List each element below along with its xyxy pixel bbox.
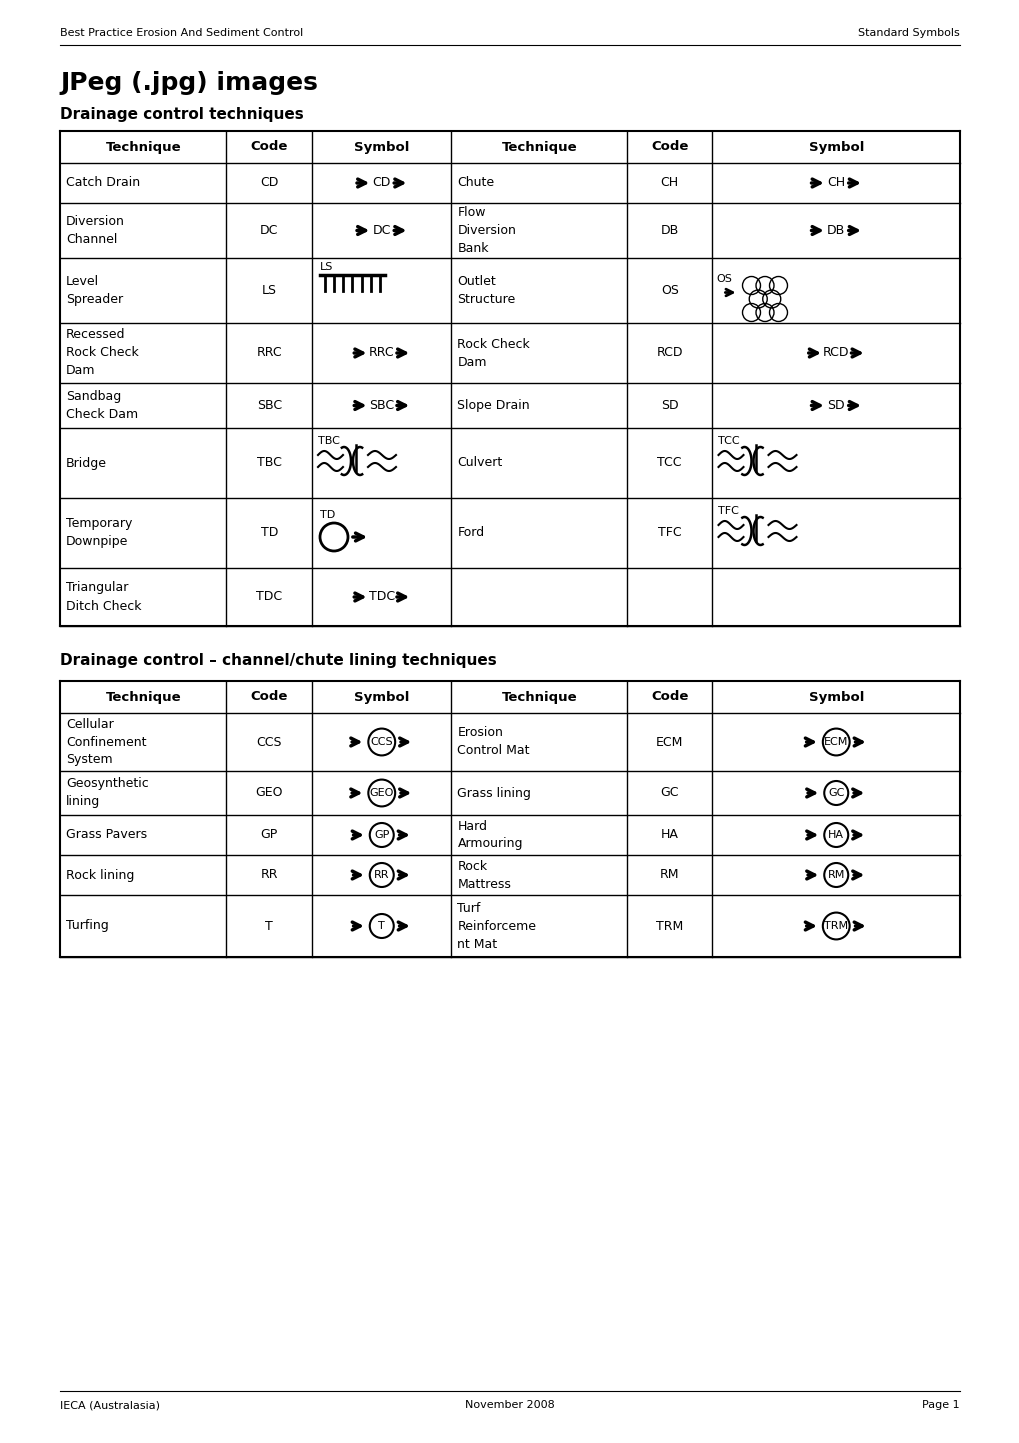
Text: RR: RR bbox=[374, 870, 389, 880]
Text: Symbol: Symbol bbox=[354, 140, 409, 153]
Text: CCS: CCS bbox=[256, 736, 281, 749]
Text: Code: Code bbox=[251, 691, 287, 704]
Text: HA: HA bbox=[827, 830, 844, 840]
Text: TFC: TFC bbox=[657, 527, 681, 540]
Text: SBC: SBC bbox=[369, 400, 394, 413]
Text: Ford: Ford bbox=[458, 527, 484, 540]
Text: GP: GP bbox=[261, 828, 277, 841]
Text: RR: RR bbox=[260, 869, 278, 882]
Text: T: T bbox=[265, 919, 273, 932]
Text: DB: DB bbox=[660, 224, 679, 237]
Text: TRM: TRM bbox=[655, 919, 683, 932]
Text: IECA (Australasia): IECA (Australasia) bbox=[60, 1400, 160, 1410]
Text: Rock
Mattress: Rock Mattress bbox=[458, 860, 511, 890]
Text: Code: Code bbox=[251, 140, 287, 153]
Text: Drainage control – channel/chute lining techniques: Drainage control – channel/chute lining … bbox=[60, 654, 496, 668]
Text: TDC: TDC bbox=[368, 590, 394, 603]
Text: Technique: Technique bbox=[501, 691, 577, 704]
Text: Grass Pavers: Grass Pavers bbox=[66, 828, 147, 841]
Text: Recessed
Rock Check
Dam: Recessed Rock Check Dam bbox=[66, 329, 139, 378]
Text: RM: RM bbox=[826, 870, 844, 880]
Text: Code: Code bbox=[650, 140, 688, 153]
Text: Chute: Chute bbox=[458, 176, 494, 189]
Text: Rock Check
Dam: Rock Check Dam bbox=[458, 338, 530, 368]
Text: LS: LS bbox=[262, 284, 276, 297]
Text: Turfing: Turfing bbox=[66, 919, 109, 932]
Text: DB: DB bbox=[826, 224, 845, 237]
Text: Standard Symbols: Standard Symbols bbox=[857, 27, 959, 38]
Text: Page 1: Page 1 bbox=[921, 1400, 959, 1410]
Text: GC: GC bbox=[660, 786, 679, 799]
Text: GC: GC bbox=[827, 788, 844, 798]
Text: Bridge: Bridge bbox=[66, 456, 107, 469]
Text: Flow
Diversion
Bank: Flow Diversion Bank bbox=[458, 206, 516, 255]
Text: Turf
Reinforceme
nt Mat: Turf Reinforceme nt Mat bbox=[458, 902, 536, 951]
Text: Technique: Technique bbox=[105, 140, 181, 153]
Text: CH: CH bbox=[660, 176, 679, 189]
Text: RCD: RCD bbox=[656, 346, 683, 359]
Text: T: T bbox=[378, 921, 385, 931]
Text: TRM: TRM bbox=[823, 921, 848, 931]
Text: Outlet
Structure: Outlet Structure bbox=[458, 276, 516, 306]
Text: Temporary
Downpipe: Temporary Downpipe bbox=[66, 518, 132, 548]
Text: JPeg (.jpg) images: JPeg (.jpg) images bbox=[60, 71, 318, 95]
Text: LS: LS bbox=[320, 261, 333, 271]
Text: OS: OS bbox=[660, 284, 678, 297]
Text: RCD: RCD bbox=[822, 346, 849, 359]
Text: TD: TD bbox=[320, 509, 335, 519]
Text: GEO: GEO bbox=[255, 786, 282, 799]
Text: Erosion
Control Mat: Erosion Control Mat bbox=[458, 726, 530, 758]
Text: Hard
Armouring: Hard Armouring bbox=[458, 820, 523, 850]
Text: November 2008: November 2008 bbox=[465, 1400, 554, 1410]
Text: Slope Drain: Slope Drain bbox=[458, 400, 530, 413]
Text: RRC: RRC bbox=[369, 346, 394, 359]
Text: DC: DC bbox=[260, 224, 278, 237]
Text: Culvert: Culvert bbox=[458, 456, 502, 469]
Text: Cellular
Confinement
System: Cellular Confinement System bbox=[66, 717, 147, 766]
Text: SD: SD bbox=[660, 400, 678, 413]
Text: TCC: TCC bbox=[717, 436, 740, 446]
Text: CCS: CCS bbox=[370, 737, 392, 747]
Text: Sandbag
Check Dam: Sandbag Check Dam bbox=[66, 390, 138, 421]
Text: OS: OS bbox=[715, 274, 732, 283]
Text: Technique: Technique bbox=[105, 691, 181, 704]
Text: Catch Drain: Catch Drain bbox=[66, 176, 140, 189]
Text: Symbol: Symbol bbox=[808, 140, 863, 153]
Text: TCC: TCC bbox=[657, 456, 682, 469]
Text: TDC: TDC bbox=[256, 590, 282, 603]
Text: Best Practice Erosion And Sediment Control: Best Practice Erosion And Sediment Contr… bbox=[60, 27, 303, 38]
Text: GP: GP bbox=[374, 830, 389, 840]
Text: ECM: ECM bbox=[823, 737, 848, 747]
Text: Geosynthetic
lining: Geosynthetic lining bbox=[66, 778, 149, 808]
Text: RRC: RRC bbox=[256, 346, 282, 359]
Text: CD: CD bbox=[372, 176, 390, 189]
Text: Symbol: Symbol bbox=[808, 691, 863, 704]
Text: Rock lining: Rock lining bbox=[66, 869, 135, 882]
Text: GEO: GEO bbox=[369, 788, 393, 798]
Text: SD: SD bbox=[826, 400, 844, 413]
Text: Technique: Technique bbox=[501, 140, 577, 153]
Text: Code: Code bbox=[650, 691, 688, 704]
Text: TFC: TFC bbox=[717, 506, 739, 517]
Text: RM: RM bbox=[659, 869, 679, 882]
Text: HA: HA bbox=[660, 828, 678, 841]
Text: TBC: TBC bbox=[318, 436, 339, 446]
Text: Symbol: Symbol bbox=[354, 691, 409, 704]
Text: ECM: ECM bbox=[655, 736, 683, 749]
Text: CH: CH bbox=[826, 176, 845, 189]
Text: Diversion
Channel: Diversion Channel bbox=[66, 215, 124, 245]
Text: TBC: TBC bbox=[257, 456, 281, 469]
Text: Triangular
Ditch Check: Triangular Ditch Check bbox=[66, 582, 142, 612]
Text: CD: CD bbox=[260, 176, 278, 189]
Text: Level
Spreader: Level Spreader bbox=[66, 276, 123, 306]
Text: TD: TD bbox=[260, 527, 277, 540]
Text: Drainage control techniques: Drainage control techniques bbox=[60, 107, 304, 123]
Text: DC: DC bbox=[372, 224, 390, 237]
Text: SBC: SBC bbox=[257, 400, 281, 413]
Text: Grass lining: Grass lining bbox=[458, 786, 531, 799]
